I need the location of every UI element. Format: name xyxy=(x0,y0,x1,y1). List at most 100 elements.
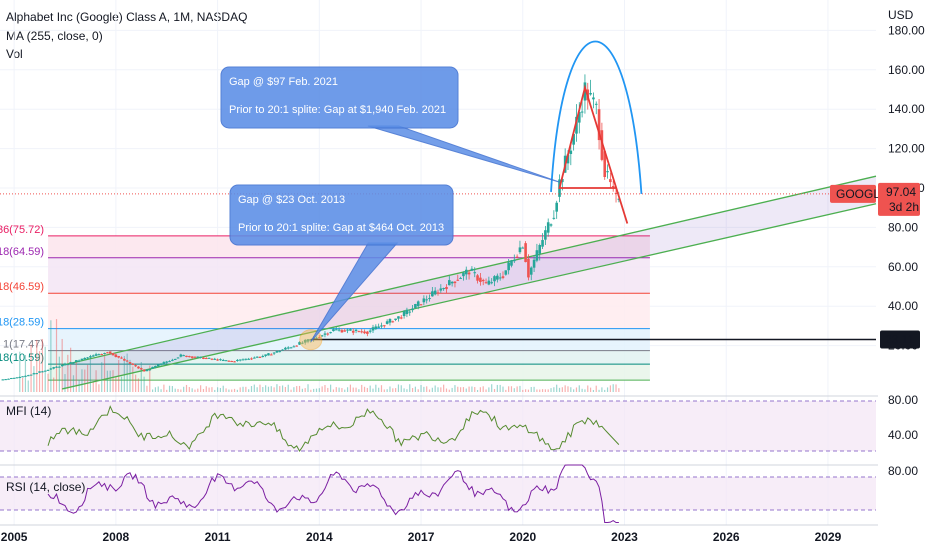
candle-body xyxy=(7,378,10,380)
volume-bar xyxy=(154,387,157,392)
candle-body xyxy=(111,353,115,356)
candle-body xyxy=(43,370,47,372)
mfi-pane-label[interactable]: MFI (14) xyxy=(6,404,52,418)
candle-body xyxy=(267,353,270,356)
candle-body xyxy=(204,358,208,360)
candle-body xyxy=(385,321,389,324)
candle-body xyxy=(374,326,378,330)
candle-body xyxy=(199,356,202,358)
candle-body xyxy=(196,356,200,358)
fib-zone xyxy=(48,364,650,381)
ma-indicator-label[interactable]: MA (255, close, 0) xyxy=(6,29,103,43)
price-tick-label: 160.00 xyxy=(888,63,925,77)
candle-body xyxy=(123,359,126,361)
volume-bar xyxy=(315,388,318,392)
volume-bar xyxy=(103,352,106,392)
candle-body xyxy=(504,270,508,275)
candle-body xyxy=(546,222,550,233)
rsi-pane-label[interactable]: RSI (14, close) xyxy=(6,480,86,494)
candle-body xyxy=(414,303,417,309)
volume-bar xyxy=(222,385,224,392)
fib-zone xyxy=(48,350,650,365)
volume-bar xyxy=(346,387,349,392)
volume-bar xyxy=(267,386,270,392)
candle-body xyxy=(315,337,318,339)
volume-bar xyxy=(522,389,524,392)
candle-body xyxy=(139,368,143,370)
candle-body xyxy=(371,327,375,331)
volume-bar xyxy=(239,387,241,392)
volume-bar xyxy=(115,376,117,392)
volume-bar xyxy=(149,365,151,392)
axis-unit-label: USD xyxy=(888,8,914,22)
candle-body xyxy=(323,333,327,335)
candle-body xyxy=(462,272,465,277)
candle-body xyxy=(21,376,24,378)
candle-body xyxy=(481,279,485,282)
symbol-title[interactable]: Alphabet Inc (Google) Class A, 1M, NASDA… xyxy=(6,10,248,24)
volume-bar xyxy=(454,385,456,392)
volume-bar xyxy=(307,384,309,392)
candle-body xyxy=(210,358,214,360)
candle-body xyxy=(334,329,338,331)
candle-body xyxy=(606,171,609,173)
volume-bar xyxy=(465,388,467,392)
candle-body xyxy=(66,364,70,366)
volume-bar xyxy=(550,388,552,392)
candle-body xyxy=(63,363,67,366)
candle-body xyxy=(340,330,344,333)
candle-body xyxy=(292,346,296,348)
candle-body xyxy=(397,316,400,319)
candle-body xyxy=(72,362,75,364)
candle-body xyxy=(363,331,366,334)
candle-body xyxy=(594,103,598,105)
volume-bar xyxy=(496,384,498,392)
candle-body xyxy=(134,365,137,367)
candle-body xyxy=(592,97,595,100)
volume-bar xyxy=(177,388,179,392)
volume-bar xyxy=(298,385,301,392)
volume-bar xyxy=(318,388,320,392)
volume-bar xyxy=(527,389,530,392)
volume-bar xyxy=(290,389,292,392)
candle-body xyxy=(346,329,349,331)
volume-bar xyxy=(414,386,416,392)
volume-bar xyxy=(327,387,329,392)
volume-bar xyxy=(573,389,575,392)
candle-body xyxy=(544,230,547,240)
candle-body xyxy=(18,376,22,378)
candle-body xyxy=(498,277,502,279)
volume-bar xyxy=(281,385,284,392)
volume-bar xyxy=(578,385,580,392)
volume-bar xyxy=(287,384,289,392)
candle-body xyxy=(247,358,250,360)
volume-bar xyxy=(389,386,391,392)
volume-bar xyxy=(72,375,75,392)
time-tick-label: 2026 xyxy=(713,530,740,544)
candle-body xyxy=(117,356,120,358)
candle-body xyxy=(55,366,58,368)
volume-bar xyxy=(392,388,394,392)
candle-body xyxy=(233,361,236,363)
callout-line-2: Prior to 20:1 splite: Gap at $1,940 Feb.… xyxy=(229,104,446,116)
volume-bar xyxy=(151,389,154,392)
symbol-tag-text: GOOGL xyxy=(836,187,880,201)
candle-body xyxy=(303,339,307,343)
volume-bar xyxy=(508,386,510,392)
candle-body xyxy=(380,325,383,327)
volume-bar xyxy=(428,389,431,392)
volume-bar xyxy=(253,384,255,392)
volume-bar xyxy=(445,388,448,392)
volume-bar xyxy=(87,364,89,392)
candle-body xyxy=(295,345,299,347)
fib-zone xyxy=(48,235,650,258)
candle-body xyxy=(272,352,276,354)
candle-body xyxy=(411,308,414,311)
candle-body xyxy=(580,111,584,113)
volume-bar xyxy=(544,389,546,392)
candle-body xyxy=(255,356,259,358)
candle-body xyxy=(518,247,522,253)
volume-bar xyxy=(250,386,253,392)
candle-body xyxy=(241,359,245,361)
